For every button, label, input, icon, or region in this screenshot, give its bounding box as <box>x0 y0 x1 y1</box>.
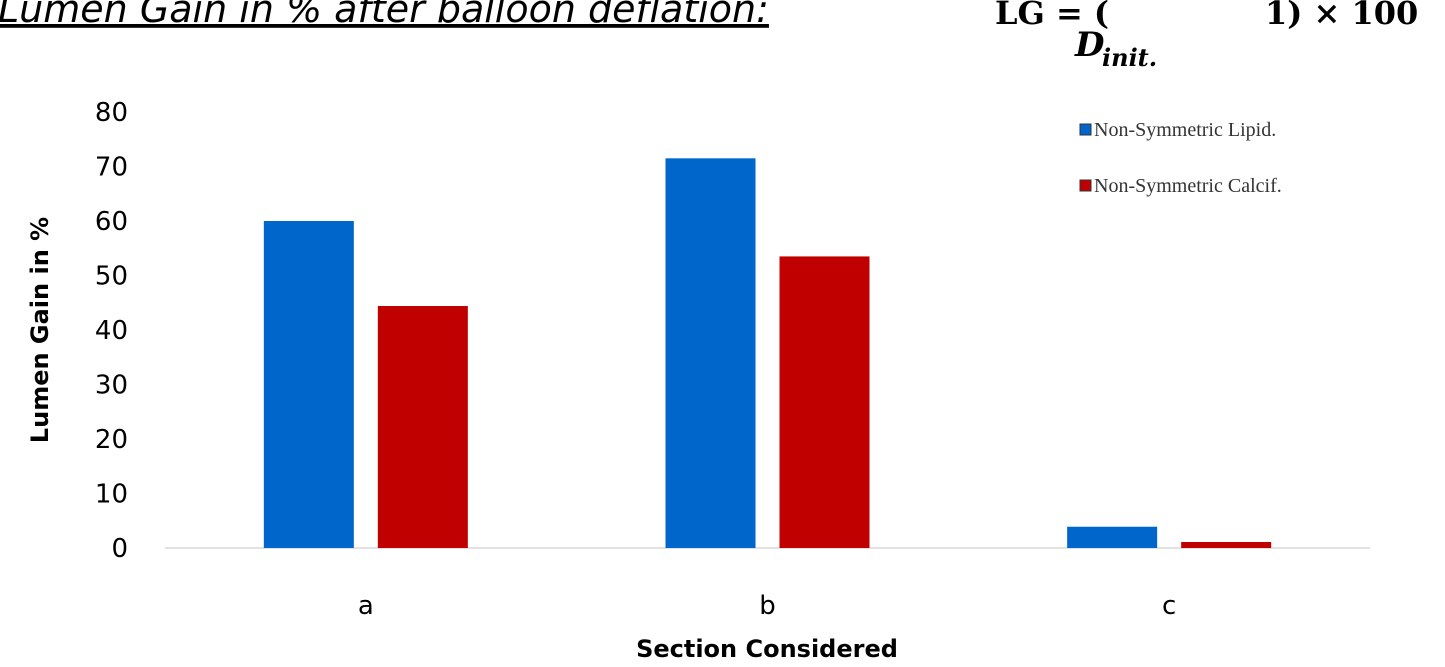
formula-subscript: init. <box>1102 43 1157 72</box>
y-tick-label: 10 <box>95 480 128 510</box>
bar <box>263 221 354 548</box>
x-tick-label: c <box>1162 591 1176 621</box>
formula-left: LG = ( <box>995 0 1109 32</box>
bar <box>1181 542 1272 548</box>
y-tick-label: 20 <box>95 425 128 455</box>
y-tick-label: 60 <box>95 207 128 237</box>
chart-title: Lumen Gain in % after balloon deflation: <box>0 0 769 31</box>
bar <box>377 306 468 548</box>
y-tick-label: 40 <box>95 316 128 346</box>
formula-right: 1) × 100 <box>1265 0 1418 32</box>
legend-label: Non-Symmetric Lipid. <box>1094 119 1276 141</box>
y-tick-label: 80 <box>95 98 128 128</box>
y-tick-label: 30 <box>95 371 128 401</box>
x-tick-label: a <box>358 591 374 621</box>
legend-swatch <box>1079 123 1092 136</box>
formula-denominator: D <box>1074 25 1105 65</box>
y-axis-title: Lumen Gain in % <box>26 217 54 443</box>
y-tick-label: 0 <box>111 534 128 564</box>
legend-label: Non-Symmetric Calcif. <box>1094 175 1282 197</box>
x-axis-title: Section Considered <box>636 635 898 663</box>
legend-swatch <box>1079 179 1092 192</box>
y-tick-label: 70 <box>95 153 128 183</box>
x-tick-label: b <box>759 591 776 621</box>
y-tick-label: 50 <box>95 262 128 292</box>
bar <box>1067 526 1158 548</box>
bar <box>665 158 756 548</box>
bar <box>779 256 870 548</box>
